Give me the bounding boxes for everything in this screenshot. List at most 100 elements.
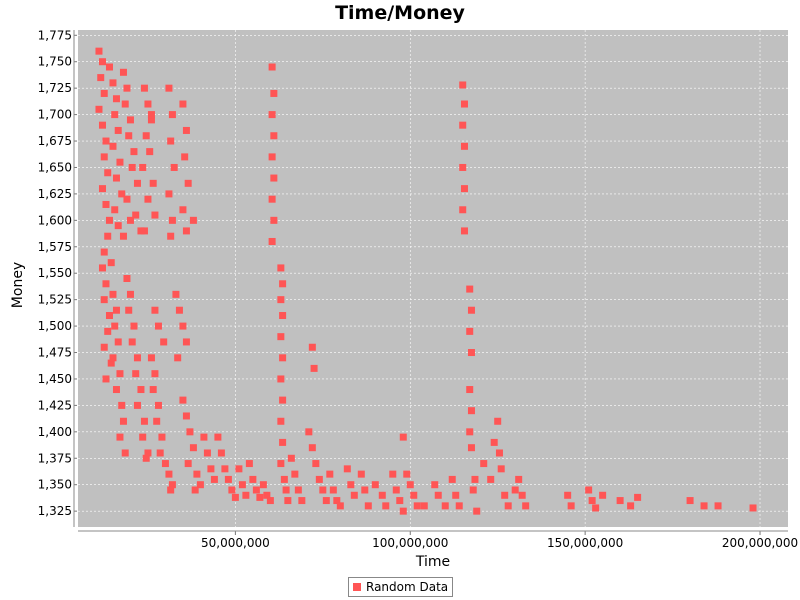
data-point bbox=[460, 142, 468, 150]
data-point bbox=[137, 386, 145, 394]
data-point bbox=[399, 507, 407, 515]
data-point bbox=[170, 163, 178, 171]
data-point bbox=[700, 502, 708, 510]
data-point bbox=[144, 100, 152, 108]
data-point bbox=[592, 504, 600, 512]
data-point bbox=[480, 460, 488, 468]
data-point bbox=[126, 116, 134, 124]
y-tick-label: 1,350 bbox=[38, 478, 72, 492]
data-point bbox=[466, 428, 474, 436]
data-point bbox=[100, 296, 108, 304]
data-point bbox=[467, 407, 475, 415]
data-point bbox=[168, 111, 176, 119]
data-point bbox=[282, 486, 290, 494]
data-point bbox=[270, 89, 278, 97]
data-point bbox=[298, 497, 306, 505]
data-point bbox=[459, 121, 467, 129]
data-point bbox=[413, 502, 421, 510]
data-point bbox=[279, 354, 287, 362]
data-point bbox=[714, 502, 722, 510]
data-point bbox=[181, 153, 189, 161]
data-point bbox=[329, 486, 337, 494]
y-tick-label: 1,675 bbox=[38, 134, 72, 148]
data-point bbox=[467, 349, 475, 357]
data-point bbox=[333, 497, 341, 505]
data-point bbox=[118, 401, 126, 409]
data-point bbox=[406, 481, 414, 489]
data-point bbox=[147, 116, 155, 124]
data-point bbox=[179, 396, 187, 404]
data-point bbox=[231, 493, 239, 501]
data-point bbox=[126, 290, 134, 298]
data-point bbox=[100, 89, 108, 97]
data-point bbox=[133, 179, 141, 187]
data-point bbox=[112, 306, 120, 314]
data-point bbox=[111, 322, 119, 330]
data-point bbox=[125, 306, 133, 314]
data-point bbox=[133, 401, 141, 409]
data-point bbox=[182, 338, 190, 346]
data-point bbox=[149, 386, 157, 394]
data-point bbox=[184, 179, 192, 187]
y-tick-label: 1,575 bbox=[38, 240, 72, 254]
data-point bbox=[125, 132, 133, 140]
x-tick-label: 150,000,000 bbox=[547, 536, 623, 550]
data-point bbox=[179, 322, 187, 330]
y-tick-label: 1,725 bbox=[38, 81, 72, 95]
data-point bbox=[403, 470, 411, 478]
data-point bbox=[371, 481, 379, 489]
data-point bbox=[146, 148, 154, 156]
data-point bbox=[111, 206, 119, 214]
data-point bbox=[112, 386, 120, 394]
data-point bbox=[497, 465, 505, 473]
data-point bbox=[107, 359, 115, 367]
data-point bbox=[268, 111, 276, 119]
data-point bbox=[100, 153, 108, 161]
data-point bbox=[130, 148, 138, 156]
data-point bbox=[98, 121, 106, 129]
data-point bbox=[279, 396, 287, 404]
data-point bbox=[270, 132, 278, 140]
data-point bbox=[336, 502, 344, 510]
data-point bbox=[291, 470, 299, 478]
data-point bbox=[154, 401, 162, 409]
data-point bbox=[268, 237, 276, 245]
data-point bbox=[249, 475, 257, 483]
y-tick-label: 1,625 bbox=[38, 187, 72, 201]
data-point bbox=[109, 79, 117, 87]
data-point bbox=[167, 486, 175, 494]
data-point bbox=[460, 227, 468, 235]
data-point bbox=[214, 433, 222, 441]
data-point bbox=[140, 84, 148, 92]
data-point bbox=[471, 475, 479, 483]
data-point bbox=[153, 417, 161, 425]
y-tick-label: 1,600 bbox=[38, 213, 72, 227]
data-point bbox=[308, 343, 316, 351]
y-tick-label: 1,650 bbox=[38, 160, 72, 174]
data-point bbox=[350, 491, 358, 499]
data-point bbox=[121, 100, 129, 108]
data-point bbox=[165, 84, 173, 92]
data-point bbox=[270, 216, 278, 224]
data-point bbox=[123, 84, 131, 92]
data-point bbox=[123, 275, 131, 282]
data-point bbox=[515, 475, 523, 483]
y-tick-label: 1,475 bbox=[38, 346, 72, 360]
data-point bbox=[165, 190, 173, 198]
data-point bbox=[322, 497, 330, 505]
data-point bbox=[284, 497, 292, 505]
data-point bbox=[112, 174, 120, 182]
data-point bbox=[217, 449, 225, 457]
data-point bbox=[139, 163, 147, 171]
data-point bbox=[154, 322, 162, 330]
data-point bbox=[221, 465, 229, 473]
data-point bbox=[343, 465, 351, 473]
data-point bbox=[130, 322, 138, 330]
data-point bbox=[102, 375, 110, 383]
data-point bbox=[140, 417, 148, 425]
data-point bbox=[522, 502, 530, 510]
data-point bbox=[151, 211, 159, 219]
data-point bbox=[410, 491, 418, 499]
data-point bbox=[268, 153, 276, 161]
